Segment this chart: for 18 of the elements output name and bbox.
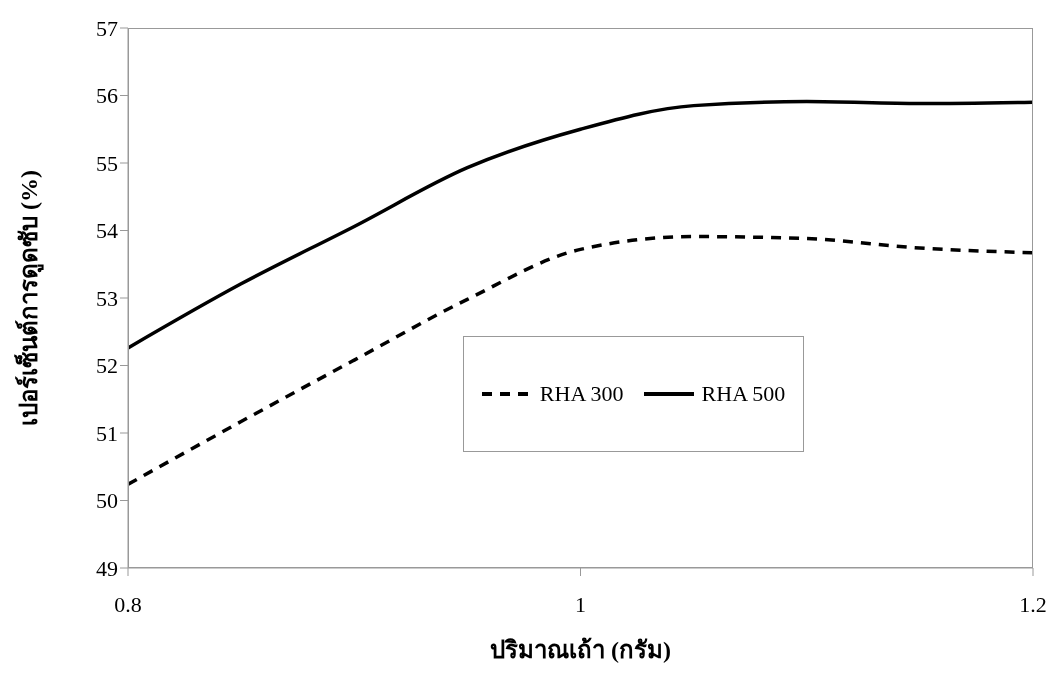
y-tick-label: 56 xyxy=(96,83,118,109)
y-tick-label: 55 xyxy=(96,150,118,176)
line-series xyxy=(128,234,1033,487)
y-tick-label: 50 xyxy=(96,488,118,514)
y-tick-label: 53 xyxy=(96,285,118,311)
line-series xyxy=(128,99,1033,350)
legend-label: RHA 500 xyxy=(701,380,786,407)
y-tick-label: 52 xyxy=(96,353,118,379)
legend-label: RHA 300 xyxy=(539,380,624,407)
y-tick-label: 57 xyxy=(96,15,118,41)
x-tick-label: 1 xyxy=(575,591,586,617)
y-tick-label: 51 xyxy=(96,420,118,446)
x-tick-label: 1.2 xyxy=(1019,591,1047,617)
x-tick-label: 0.8 xyxy=(114,591,142,617)
y-tick-label: 49 xyxy=(96,555,118,581)
x-axis-title: ปริมาณเถ้า (กรัม) xyxy=(490,637,671,663)
y-tick-label: 54 xyxy=(96,218,118,244)
y-axis-title: เปอร์เซ็นต์การดูดซับ (%) xyxy=(13,170,44,426)
